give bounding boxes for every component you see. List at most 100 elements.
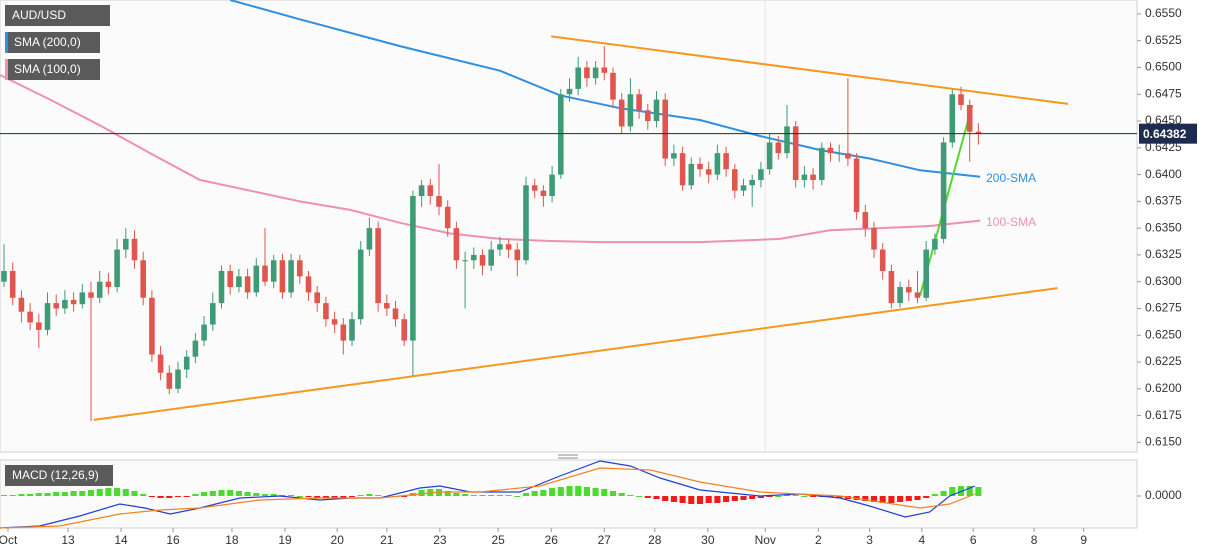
macd-bar xyxy=(792,495,799,496)
candle-body xyxy=(792,126,799,180)
candle-body xyxy=(314,292,320,304)
macd-bar xyxy=(453,493,460,496)
macd-bar xyxy=(279,495,286,496)
candle-body xyxy=(70,299,77,305)
candle-body xyxy=(566,88,573,95)
candle-body xyxy=(523,185,529,261)
candle-body xyxy=(714,153,721,175)
y-tick-label: 0.6475 xyxy=(1145,86,1182,100)
macd-bar xyxy=(348,496,356,497)
candle-body xyxy=(723,153,729,170)
candle-body xyxy=(62,299,68,309)
candle-body xyxy=(879,249,886,271)
macd-bar xyxy=(122,489,129,496)
macd-bar xyxy=(923,496,930,498)
x-tick-label: 27 xyxy=(598,533,612,547)
macd-bar xyxy=(531,491,538,496)
candle-body xyxy=(123,238,129,250)
x-tick-label: 20 xyxy=(331,533,345,547)
sma-line xyxy=(0,74,981,244)
trend-line xyxy=(93,287,1058,421)
macd-label: MACD (12,26,9) xyxy=(12,468,99,482)
candle-body xyxy=(610,72,616,100)
candle-body xyxy=(801,174,808,180)
candle-body xyxy=(958,94,964,105)
candle-body xyxy=(845,153,851,159)
candle-body xyxy=(827,147,834,154)
macd-bar xyxy=(592,488,599,496)
candle-body xyxy=(766,142,773,170)
candle-body xyxy=(966,104,973,132)
candle-body xyxy=(897,287,903,304)
macd-bar xyxy=(644,496,651,498)
candle-body xyxy=(810,174,816,180)
legend-box xyxy=(5,5,110,26)
candle-body xyxy=(140,260,146,298)
candle-body xyxy=(218,270,225,304)
legend-box xyxy=(5,32,100,53)
candle-body xyxy=(192,340,199,357)
macd-line xyxy=(0,467,976,529)
candle-body xyxy=(740,185,747,191)
macd-bar xyxy=(18,494,25,496)
y-tick-label: 0.6200 xyxy=(1145,381,1182,395)
candle-body xyxy=(471,254,477,261)
macd-bar xyxy=(270,494,277,496)
macd-bar xyxy=(966,486,973,496)
macd-bar xyxy=(61,492,68,496)
macd-bar xyxy=(235,491,242,496)
x-tick-label: Nov xyxy=(755,533,776,547)
candle-body xyxy=(236,276,242,288)
macd-bar xyxy=(157,496,164,498)
candle-body xyxy=(671,153,677,159)
macd-bar xyxy=(888,496,895,503)
macd-bar xyxy=(775,496,782,497)
candle-body xyxy=(627,94,634,127)
candle-body xyxy=(653,99,660,122)
candle-body xyxy=(227,270,233,288)
y-tick-label: 0.6275 xyxy=(1145,301,1182,315)
candle-body xyxy=(514,249,521,261)
macd-bar xyxy=(0,495,8,496)
candle-body xyxy=(479,254,486,266)
candle-body xyxy=(36,322,42,330)
macd-bar xyxy=(696,496,704,504)
candle-body xyxy=(262,265,268,282)
candle-body xyxy=(436,196,442,207)
candle-body xyxy=(401,319,407,341)
macd-bar xyxy=(79,491,86,496)
candle-body xyxy=(558,94,564,175)
legend-label: SMA (200,0) xyxy=(14,35,81,49)
macd-bar xyxy=(566,486,573,496)
macd-bar xyxy=(505,495,512,496)
candle-body xyxy=(462,260,468,262)
candle-body xyxy=(279,260,286,293)
macd-bar xyxy=(749,496,756,499)
macd-bar xyxy=(897,496,904,502)
candle-body xyxy=(427,185,434,197)
macd-bar xyxy=(601,489,608,496)
x-tick-label: 30 xyxy=(701,533,715,547)
trend-line xyxy=(551,35,1069,105)
macd-bar xyxy=(679,496,686,503)
candle-body xyxy=(453,228,460,261)
last-price-box xyxy=(1139,123,1197,144)
macd-bar xyxy=(366,494,373,496)
macd-bar xyxy=(53,492,60,496)
x-tick-label: 25 xyxy=(491,533,505,547)
x-tick-label: 23 xyxy=(433,533,447,547)
candle-body xyxy=(201,324,207,341)
y-tick-label: 0.6400 xyxy=(1145,167,1182,181)
candle-body xyxy=(906,287,912,293)
x-tick-label: 16 xyxy=(166,533,180,547)
candle-body xyxy=(166,372,173,389)
macd-bar xyxy=(870,496,878,502)
candle-body xyxy=(305,276,312,293)
x-tick-label: 6 xyxy=(970,533,977,547)
macd-bar xyxy=(496,495,503,496)
macd-bar xyxy=(618,493,625,496)
x-tick-label: 28 xyxy=(648,533,662,547)
sma-label: 200-SMA xyxy=(986,171,1036,185)
legend-swatch xyxy=(5,59,8,80)
candle-body xyxy=(105,281,112,288)
